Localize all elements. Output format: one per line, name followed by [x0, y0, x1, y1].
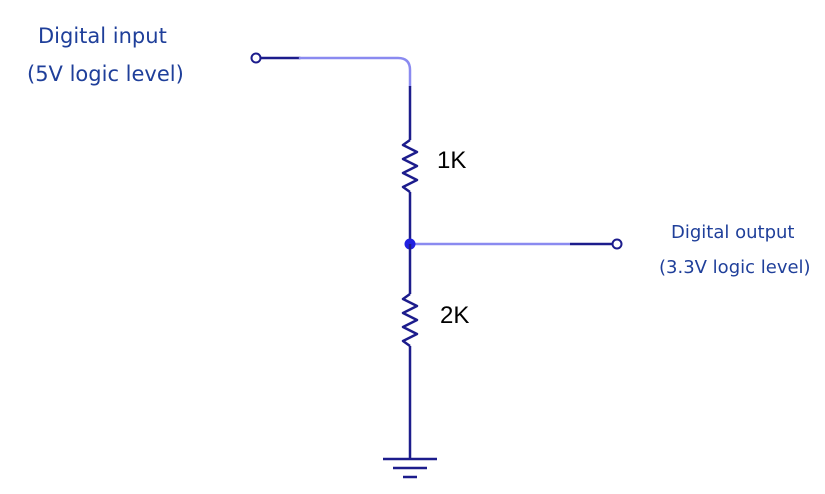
r1-value-label: 1K	[437, 147, 467, 174]
ground-icon	[383, 457, 437, 479]
input-level-label: (5V logic level)	[27, 62, 184, 86]
r2-value-label: 2K	[440, 302, 470, 329]
resistor-r1	[401, 138, 419, 194]
input-wire	[258, 56, 412, 88]
input-terminal[interactable]	[250, 52, 262, 64]
resistor-r2	[401, 292, 419, 348]
output-terminal[interactable]	[611, 238, 623, 250]
output-label: Digital output	[671, 222, 795, 243]
input-label: Digital input	[38, 24, 167, 48]
output-level-label: (3.3V logic level)	[659, 257, 811, 278]
